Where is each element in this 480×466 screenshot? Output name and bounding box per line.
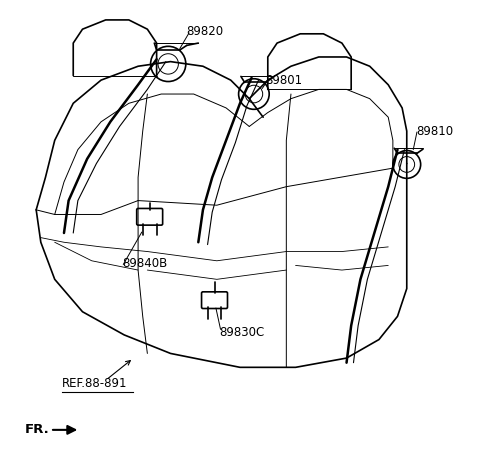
Text: 89810: 89810: [416, 124, 453, 137]
Text: 89840B: 89840B: [122, 257, 167, 270]
Text: 89801: 89801: [265, 74, 302, 87]
Text: FR.: FR.: [24, 424, 49, 436]
Text: 89830C: 89830C: [219, 326, 264, 339]
Text: REF.88-891: REF.88-891: [61, 377, 127, 390]
Text: 89820: 89820: [187, 25, 224, 38]
